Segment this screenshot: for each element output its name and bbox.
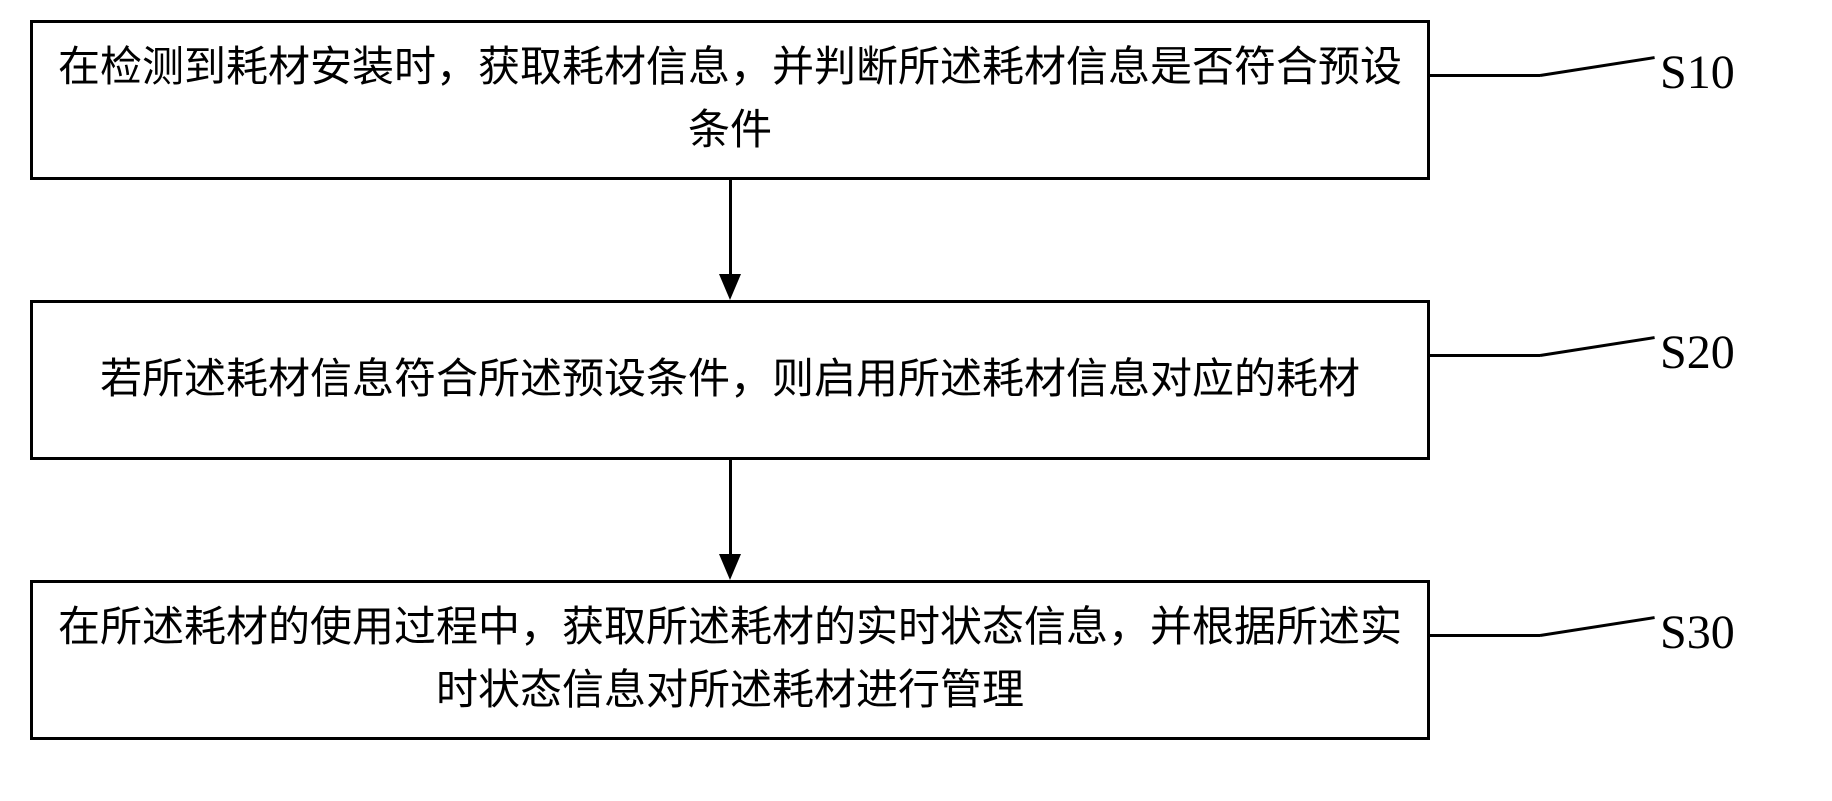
callout-diagonal <box>1540 56 1655 77</box>
callout-diagonal <box>1540 616 1655 637</box>
edge-line <box>729 180 732 274</box>
callout-line <box>1430 74 1540 77</box>
flow-node-text: 若所述耗材信息符合所述预设条件，则启用所述耗材信息对应的耗材 <box>100 349 1360 412</box>
edge-line <box>729 460 732 554</box>
flow-node-s10: 在检测到耗材安装时，获取耗材信息，并判断所述耗材信息是否符合预设条件 <box>30 20 1430 180</box>
edge-arrowhead <box>719 274 741 300</box>
flow-label-s10: S10 <box>1660 45 1735 100</box>
flow-label-s30: S30 <box>1660 605 1735 660</box>
edge-arrowhead <box>719 554 741 580</box>
callout-line <box>1430 354 1540 357</box>
flow-label-s20: S20 <box>1660 325 1735 380</box>
callout-line <box>1430 634 1540 637</box>
flow-node-s20: 若所述耗材信息符合所述预设条件，则启用所述耗材信息对应的耗材 <box>30 300 1430 460</box>
flowchart-canvas: 在检测到耗材安装时，获取耗材信息，并判断所述耗材信息是否符合预设条件 S10 若所述… <box>0 0 1832 801</box>
flow-node-text: 在所述耗材的使用过程中，获取所述耗材的实时状态信息，并根据所述实时状态信息对所述… <box>53 597 1407 723</box>
callout-diagonal <box>1540 336 1655 357</box>
flow-node-s30: 在所述耗材的使用过程中，获取所述耗材的实时状态信息，并根据所述实时状态信息对所述… <box>30 580 1430 740</box>
flow-node-text: 在检测到耗材安装时，获取耗材信息，并判断所述耗材信息是否符合预设条件 <box>53 37 1407 163</box>
